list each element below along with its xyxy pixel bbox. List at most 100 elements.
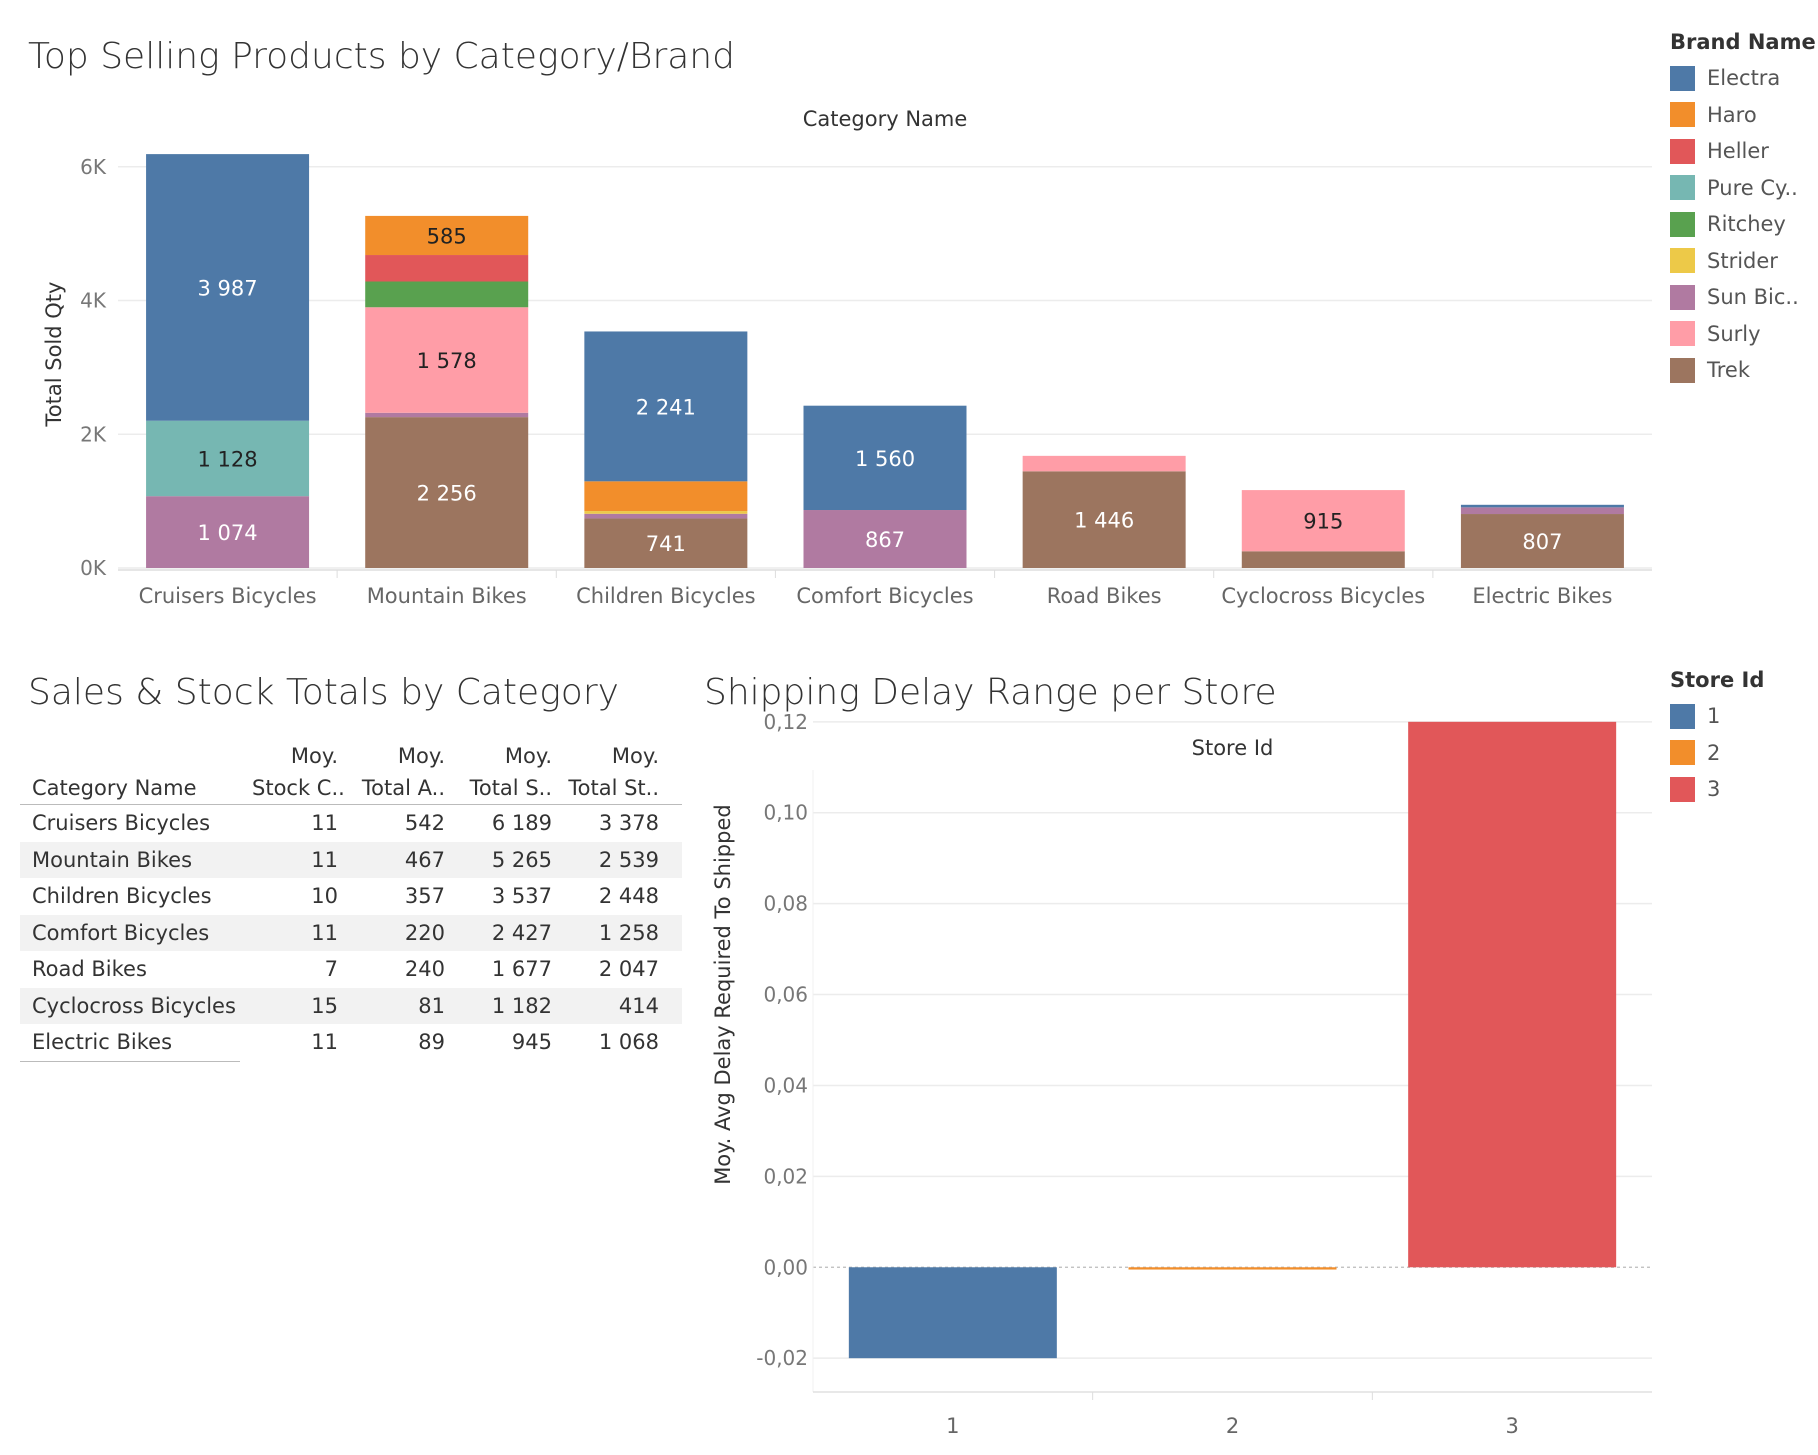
table-cell-category: Cruisers Bicycles: [32, 811, 211, 836]
bar-segment-surly[interactable]: [1241, 490, 1405, 552]
bar-segment-electra[interactable]: [146, 154, 310, 421]
store-legend-label: 2: [1707, 740, 1721, 765]
bar-segment-ritchey[interactable]: [365, 281, 529, 308]
table-header-top: Moy.: [611, 744, 659, 768]
delay-chart-ytick-label: 0,00: [763, 1255, 808, 1279]
bar-segment-heller[interactable]: [365, 255, 529, 282]
bar-segment-strider[interactable]: [584, 511, 748, 514]
store-legend-item[interactable]: 3: [1670, 771, 1764, 808]
bar-segment-haro[interactable]: [584, 481, 748, 512]
table-header-bottom: Stock C..: [252, 776, 345, 800]
brand-legend-label: Trek: [1707, 358, 1750, 383]
table-header-divider: [20, 804, 682, 805]
table-cell-value: 5 265: [491, 847, 552, 872]
brand-legend-item[interactable]: Trek: [1670, 352, 1816, 389]
table-cell-value: 1 258: [598, 920, 659, 945]
delay-chart-ytick-label: -0,02: [756, 1346, 808, 1370]
sales-stock-table: Category Name Moy. Stock C.. Moy. Total A.…: [20, 740, 682, 1062]
delay-chart-yaxis-title: Moy. Avg Delay Required To Shipped: [711, 804, 735, 1185]
bar-segment-haro[interactable]: [365, 215, 529, 256]
bar-segment-trek[interactable]: [1460, 514, 1624, 568]
delay-bar-store-3[interactable]: [1408, 721, 1617, 1268]
bar-segment-surly[interactable]: [1022, 455, 1186, 472]
bar-segment-surly[interactable]: [365, 307, 529, 413]
brand-legend-swatch: [1670, 321, 1695, 347]
top-chart-ytick-label: 6K: [80, 155, 107, 179]
bar-segment-trek[interactable]: [365, 417, 529, 568]
top-chart-ytick-label: 2K: [80, 422, 107, 446]
bar-data-label: 1 074: [198, 521, 258, 545]
brand-legend-swatch: [1670, 284, 1695, 310]
top-chart-category-label: Road Bikes: [1047, 584, 1162, 608]
table-cell-value: 10: [311, 884, 338, 909]
store-legend-item[interactable]: 1: [1670, 698, 1764, 735]
bar-data-label: 3 987: [198, 276, 258, 300]
bar-segment-sun-bic[interactable]: [365, 412, 529, 418]
table-cell-value: 2 427: [491, 920, 552, 945]
brand-legend-title: Brand Name: [1670, 30, 1816, 54]
table-cell-category: Road Bikes: [32, 957, 147, 982]
table-cell-value: 2 047: [598, 957, 659, 982]
brand-legend-item[interactable]: Strider: [1670, 243, 1816, 280]
brand-legend-label: Pure Cy..: [1707, 175, 1798, 200]
bar-segment-electra[interactable]: [1460, 504, 1624, 508]
bar-segment-sun-bic[interactable]: [1460, 507, 1624, 515]
brand-legend-item[interactable]: Surly: [1670, 316, 1816, 353]
bar-segment-trek[interactable]: [584, 518, 748, 568]
bar-data-label: 1 128: [198, 447, 258, 471]
table-cell-value: 414: [618, 993, 659, 1018]
table-cell-category: Children Bicycles: [32, 884, 212, 909]
brand-legend-item[interactable]: Electra: [1670, 60, 1816, 97]
table-header-category: Category Name: [32, 776, 197, 800]
brand-legend-swatch: [1670, 102, 1695, 128]
delay-chart-category-label: 1: [946, 1414, 959, 1438]
brand-legend-label: Strider: [1707, 248, 1778, 273]
store-legend-label: 1: [1707, 704, 1721, 729]
bar-segment-sun-bic[interactable]: [146, 496, 310, 568]
delay-chart-ytick-label: 0,10: [763, 801, 808, 825]
delay-chart-ytick-label: 0,12: [763, 710, 808, 734]
table-body: Cruisers Bicycles 11 542 6 189 3 378 Mountain…: [20, 805, 682, 1061]
top-chart-category-label: Electric Bikes: [1472, 584, 1612, 608]
store-legend-swatch: [1670, 740, 1695, 766]
top-chart-category-label: Cruisers Bicycles: [139, 584, 317, 608]
brand-legend-label: Electra: [1707, 66, 1781, 91]
delay-chart-title: Shipping Delay Range per Store: [704, 672, 1277, 713]
bar-segment-sun-bic[interactable]: [584, 513, 748, 519]
bar-segment-sun-bic[interactable]: [803, 510, 967, 568]
table-cell-value: 945: [511, 1030, 552, 1055]
table-header-total-a: Moy. Total A..: [352, 740, 459, 804]
table-header-stock: Moy. Stock C..: [252, 740, 352, 804]
table-cell-value: 81: [418, 993, 445, 1018]
store-legend-title: Store Id: [1670, 668, 1765, 692]
brand-legend-item[interactable]: Heller: [1670, 133, 1816, 170]
bar-segment-pure-cy[interactable]: [146, 420, 310, 497]
table-header-top: Moy.: [290, 744, 338, 768]
table-header-total-st: Moy. Total St..: [566, 740, 673, 804]
table-cell-category: Mountain Bikes: [32, 847, 193, 872]
brand-legend-item[interactable]: Sun Bic..: [1670, 279, 1816, 316]
bar-data-label: 2 241: [636, 395, 696, 419]
table-cell-category: Electric Bikes: [32, 1030, 173, 1055]
brand-legend-item[interactable]: Haro: [1670, 97, 1816, 134]
bar-data-label: 867: [865, 528, 905, 552]
brand-legend-item[interactable]: Pure Cy..: [1670, 170, 1816, 207]
brand-legend-item[interactable]: Ritchey: [1670, 206, 1816, 243]
bar-segment-electra[interactable]: [803, 405, 967, 511]
delay-bar-store-2[interactable]: [1128, 1267, 1337, 1270]
table-cell-value: 11: [311, 920, 338, 945]
bar-segment-electra[interactable]: [584, 331, 748, 482]
delay-chart-ytick-label: 0,04: [763, 1073, 808, 1097]
top-chart-xaxis-title: Category Name: [803, 107, 968, 131]
store-legend-item[interactable]: 2: [1670, 735, 1764, 772]
bar-data-label: 915: [1303, 510, 1343, 534]
bar-segment-trek[interactable]: [1022, 471, 1186, 568]
table-row: Cyclocross Bicycles 15 81 1 182 414: [20, 987, 682, 1024]
bar-data-label: 1 446: [1074, 509, 1134, 533]
table-row: Electric Bikes 11 89 945 1 068: [20, 1024, 682, 1061]
table-cell-value: 7: [324, 957, 338, 982]
delay-bar-store-1[interactable]: [848, 1267, 1057, 1359]
bar-segment-trek[interactable]: [1241, 551, 1405, 568]
table-title: Sales & Stock Totals by Category: [28, 672, 619, 713]
bar-data-label: 741: [646, 532, 686, 556]
